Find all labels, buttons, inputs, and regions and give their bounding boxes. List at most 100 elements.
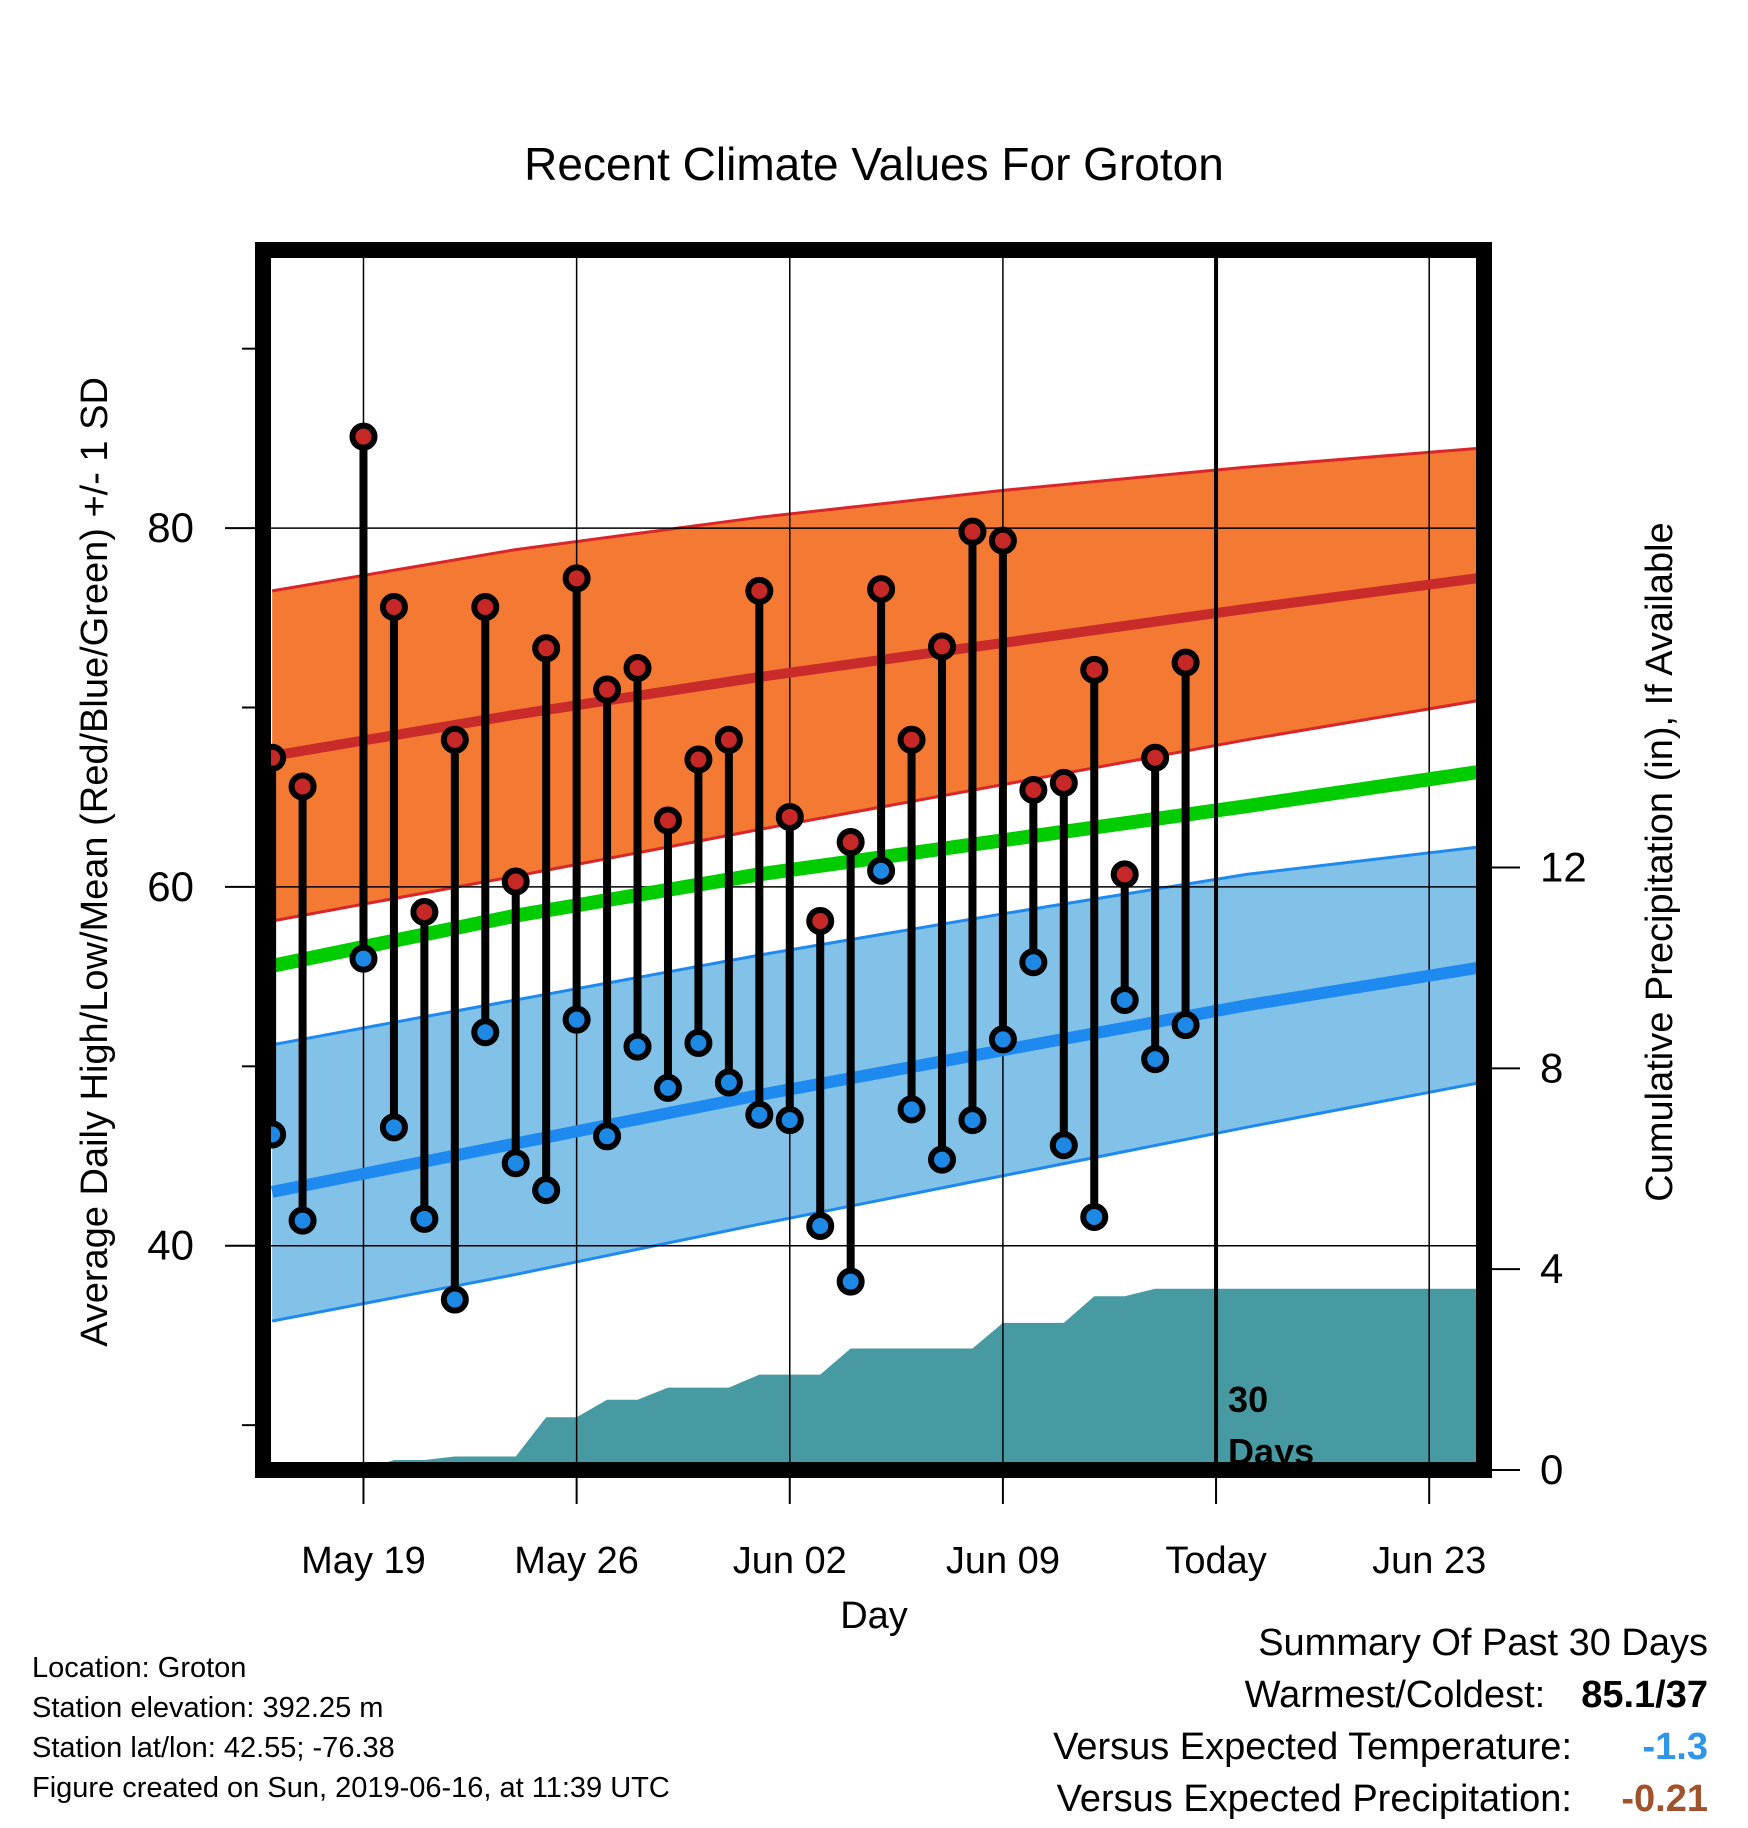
plot-frame bbox=[255, 242, 1492, 1478]
y-axis-label: Average Daily High/Low/Mean (Red/Blue/Gr… bbox=[74, 377, 116, 1347]
obs-high-point bbox=[1080, 655, 1109, 684]
obs-low-point bbox=[1110, 985, 1139, 1014]
obs-low-point bbox=[1171, 1011, 1200, 1040]
obs-high-point bbox=[349, 422, 378, 451]
obs-low-point bbox=[440, 1285, 469, 1314]
obs-high-point bbox=[988, 526, 1017, 555]
obs-low-point bbox=[745, 1100, 774, 1129]
x-tick-label: Jun 02 bbox=[733, 1540, 847, 1582]
summary-panel: Summary Of Past 30 Days Warmest/Coldest:… bbox=[1053, 1617, 1708, 1825]
obs-high-point bbox=[410, 898, 439, 927]
obs-high-point bbox=[928, 632, 957, 661]
obs-low-point bbox=[562, 1005, 591, 1034]
obs-high-point bbox=[501, 867, 530, 896]
obs-high-point bbox=[1171, 648, 1200, 677]
summary-row-precip: Versus Expected Precipitation: -0.21 bbox=[1053, 1773, 1708, 1825]
obs-high-point bbox=[745, 576, 774, 605]
obs-low-point bbox=[410, 1204, 439, 1233]
obs-high-point bbox=[775, 802, 804, 831]
precip-anomaly-label: Versus Expected Precipitation: bbox=[1056, 1778, 1572, 1820]
obs-low-point bbox=[684, 1029, 713, 1057]
obs-low-point bbox=[471, 1018, 500, 1047]
obs-low-point bbox=[867, 856, 896, 885]
obs-high-point bbox=[471, 593, 500, 622]
obs-low-point bbox=[1080, 1203, 1109, 1232]
y2-tick-label: 8 bbox=[1540, 1044, 1563, 1091]
y2-tick-label: 0 bbox=[1540, 1446, 1563, 1493]
obs-low-point bbox=[349, 944, 378, 973]
obs-low-point bbox=[836, 1267, 865, 1296]
obs-high-point bbox=[897, 725, 926, 754]
precip-area bbox=[272, 1288, 1484, 1470]
warmest-coldest-value: 85.1/37 bbox=[1581, 1674, 1708, 1716]
obs-low-point bbox=[653, 1073, 682, 1102]
temp-anomaly-label: Versus Expected Temperature: bbox=[1053, 1726, 1572, 1768]
normal-low-line bbox=[270, 960, 1484, 1198]
x-tick-label: Jun 09 bbox=[946, 1540, 1060, 1582]
x-tick-label: May 26 bbox=[514, 1540, 639, 1582]
y2-tick-label: 12 bbox=[1540, 844, 1587, 891]
obs-low-point bbox=[775, 1106, 804, 1135]
obs-low-point bbox=[897, 1095, 926, 1124]
obs-low-point bbox=[379, 1113, 408, 1142]
obs-high-point bbox=[867, 575, 896, 604]
x-axis-label: Day bbox=[840, 1595, 908, 1637]
obs-high-point bbox=[836, 828, 865, 857]
low-sd-band bbox=[272, 846, 1484, 1322]
summary-heading: Summary Of Past 30 Days bbox=[1258, 1622, 1708, 1664]
y2-axis-label: Cumulative Precipitation (in), If Availa… bbox=[1639, 522, 1681, 1201]
obs-low-point bbox=[714, 1068, 743, 1097]
today-marker-label: 30 bbox=[1228, 1379, 1268, 1420]
chart-title: Recent Climate Values For Groton bbox=[524, 138, 1224, 190]
station-info: Location: Groton Station elevation: 392.… bbox=[32, 1648, 670, 1808]
y-tick-label: 80 bbox=[147, 504, 194, 551]
obs-low-point bbox=[593, 1122, 622, 1151]
x-tick-label: May 19 bbox=[301, 1540, 426, 1582]
obs-low-point bbox=[501, 1149, 530, 1178]
obs-high-point bbox=[958, 517, 987, 546]
low-band-upper-edge bbox=[271, 844, 1484, 1047]
obs-low-point bbox=[806, 1212, 835, 1240]
high-band-upper-edge bbox=[271, 446, 1484, 593]
created-text: Figure created on Sun, 2019-06-16, at 11… bbox=[32, 1772, 670, 1804]
obs-low-point bbox=[988, 1025, 1017, 1054]
summary-row-warmest: Warmest/Coldest: 85.1/37 bbox=[1053, 1669, 1708, 1721]
obs-low-point bbox=[1141, 1045, 1170, 1074]
obs-low-point bbox=[958, 1106, 987, 1135]
obs-high-point bbox=[562, 564, 591, 593]
y-tick-label: 60 bbox=[147, 863, 194, 910]
x-tick-label: Today bbox=[1165, 1540, 1266, 1582]
precip-anomaly-value: -0.21 bbox=[1621, 1778, 1708, 1820]
obs-high-point bbox=[806, 907, 835, 935]
temp-anomaly-value: -1.3 bbox=[1642, 1726, 1708, 1768]
y2-tick-label: 4 bbox=[1540, 1245, 1563, 1292]
x-tick-label: Jun 23 bbox=[1372, 1540, 1486, 1582]
low-band-lower-edge bbox=[271, 1080, 1484, 1323]
y-tick-label: 40 bbox=[147, 1222, 194, 1269]
obs-high-point bbox=[714, 725, 743, 754]
latlon-text: Station lat/lon: 42.55; -76.38 bbox=[32, 1732, 395, 1764]
obs-high-point bbox=[288, 772, 317, 801]
obs-high-point bbox=[532, 634, 561, 663]
obs-high-point bbox=[684, 745, 713, 774]
warmest-coldest-label: Warmest/Coldest: bbox=[1244, 1674, 1546, 1716]
obs-high-point bbox=[1110, 860, 1139, 889]
obs-high-point bbox=[440, 725, 469, 754]
obs-low-point bbox=[1049, 1131, 1078, 1160]
obs-high-point bbox=[1049, 768, 1078, 797]
elevation-text: Station elevation: 392.25 m bbox=[32, 1692, 384, 1724]
obs-low-point bbox=[928, 1145, 957, 1174]
obs-low-point bbox=[288, 1206, 317, 1235]
obs-low-point bbox=[623, 1032, 652, 1061]
obs-low-point bbox=[1019, 948, 1048, 977]
location-text: Location: Groton bbox=[32, 1652, 247, 1684]
obs-high-point bbox=[1141, 743, 1170, 772]
obs-high-point bbox=[653, 806, 682, 835]
obs-high-point bbox=[623, 654, 652, 683]
obs-high-point bbox=[593, 675, 622, 704]
obs-low-point bbox=[532, 1176, 561, 1205]
obs-high-point bbox=[1019, 776, 1048, 805]
obs-high-point bbox=[379, 593, 408, 622]
summary-row-temp: Versus Expected Temperature: -1.3 bbox=[1053, 1721, 1708, 1773]
